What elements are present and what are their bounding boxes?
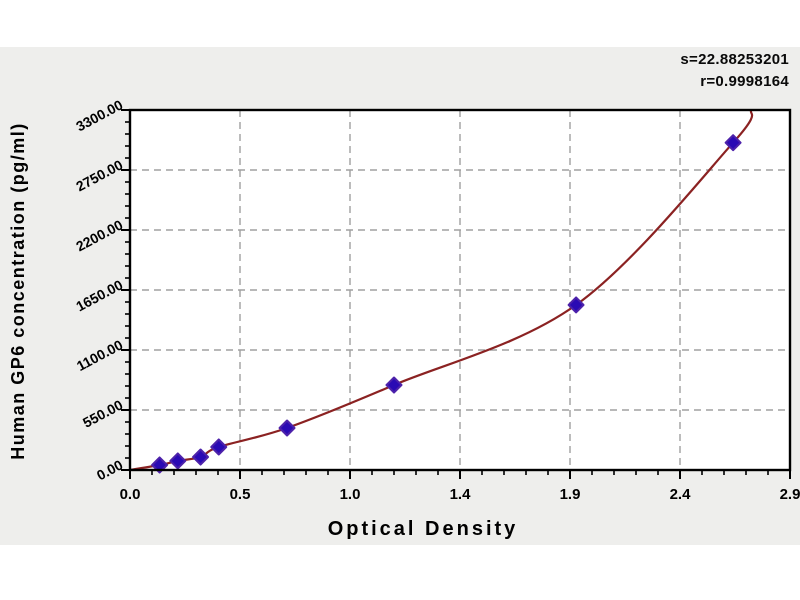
x-tick-label: 2.9	[780, 486, 800, 503]
y-axis-title: Human GP6 concentration (pg/ml)	[8, 122, 28, 460]
plot-frame	[128, 108, 792, 472]
y-tick-label: 1100.00	[74, 336, 126, 374]
data-point	[151, 456, 169, 474]
data-point	[278, 419, 296, 437]
y-tick-label: 2750.00	[73, 156, 125, 194]
data-point	[385, 376, 403, 394]
data-point	[567, 296, 585, 314]
x-tick-label: 1.9	[560, 486, 581, 503]
data-point	[210, 438, 228, 456]
x-tick-label: 0.0	[120, 486, 141, 503]
fit-statistics: s=22.88253201 r=0.9998164	[680, 49, 789, 93]
y-tick-label: 550.00	[80, 396, 126, 430]
x-axis-title: Optical Density	[327, 518, 519, 540]
y-tick-label: 2200.00	[73, 216, 125, 254]
data-point	[192, 448, 210, 466]
data-point	[169, 452, 187, 470]
x-tick-label: 0.5	[230, 486, 251, 503]
y-tick-label: 3300.00	[73, 96, 125, 134]
y-tick-label: 0.00	[94, 456, 126, 483]
x-tick-label: 2.4	[670, 486, 692, 503]
data-point	[724, 134, 742, 152]
y-tick-label: 1650.00	[73, 276, 125, 314]
r-value: r=0.9998164	[700, 73, 789, 90]
x-tick-label: 1.4	[450, 486, 472, 503]
x-tick-label: 1.0	[340, 486, 361, 503]
s-value: s=22.88253201	[680, 51, 789, 68]
